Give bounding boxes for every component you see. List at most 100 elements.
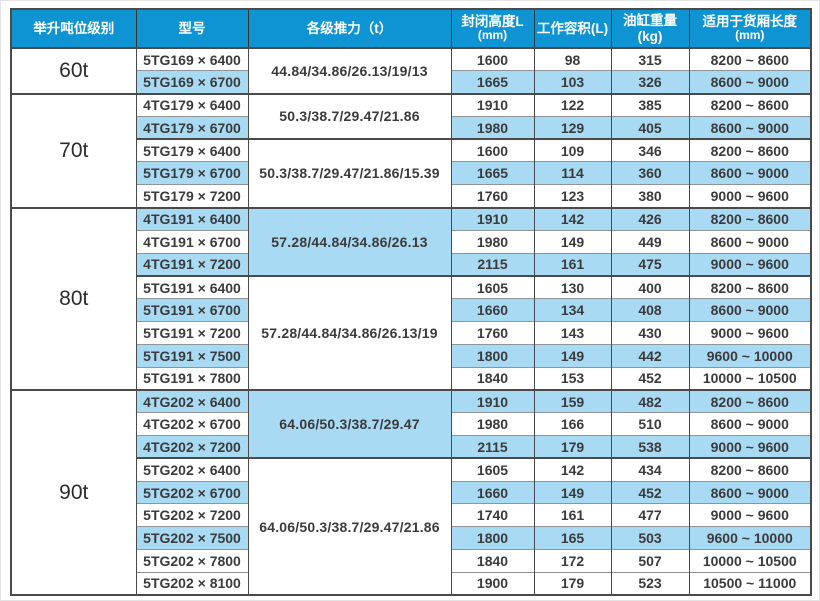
weight-cell: 346 [610,138,690,162]
table-row: 5TG191 × 7200 1760 143 430 9000 ~ 9600 [11,321,812,345]
header-sublabel: (mm) [477,28,508,43]
closed-height-cell: 2115 [450,252,535,276]
model-cell: 4TG202 × 6400 [135,388,249,413]
model-cell: 5TG191 × 7200 [135,321,249,345]
model-cell: 5TG202 × 8100 [135,571,249,596]
table-row: 5TG191 × 6400 57.28/44.84/34.86/26.13/19 1… [11,274,812,390]
model-cell: 4TG202 × 7200 [135,435,249,459]
thrust-cell: 50.3/38.7/29.47/21.86/15.39 [247,138,452,208]
table-row: 5TG191 × 6700 1660 134 408 8600 ~ 9000 [11,298,812,322]
closed-height-cell: 1605 [450,457,535,482]
working-volume-cell: 142 [533,206,612,231]
header-row: 举升吨位级别 型号 各级推力（t） 封闭高度L (mm) 工作容积(L) 油缸重量… [10,9,812,49]
header-cylinder-weight: 油缸重量(kg) [610,9,690,49]
closed-height-cell: 1980 [450,229,535,254]
header-working-volume: 工作容积(L) [533,9,612,49]
weight-cell: 442 [610,343,690,368]
weight-cell: 385 [610,92,690,117]
thrust-cell: 44.84/34.86/26.13/19/13 [247,47,452,94]
model-cell: 5TG202 × 6400 [135,457,249,482]
table-row: 5TG202 × 7200 1740 161 477 9000 ~ 9600 [11,503,812,527]
header-label: 油缸重量(kg) [623,12,677,44]
box-length-cell: 8200 ~ 8600 [688,138,812,162]
working-volume-cell: 149 [533,229,612,254]
weight-cell: 360 [610,161,690,185]
box-length-cell: 8200 ~ 8600 [688,92,812,117]
table-row: 4TG202 × 7200 2115 179 538 9000 ~ 9600 [11,435,812,459]
working-volume-cell: 153 [533,366,612,390]
working-volume-cell: 129 [533,115,612,140]
closed-height-cell: 1910 [450,92,535,117]
weight-cell: 477 [610,503,690,527]
closed-height-cell: 1665 [450,161,535,185]
tonnage-cell: 80t [10,206,137,390]
model-cell: 4TG191 × 6400 [135,206,249,231]
weight-cell: 400 [610,274,690,299]
spec-table-body: 60t 5TG169 × 6400 44.84/34.86/26.13/19/13 1… [10,47,812,596]
closed-height-cell: 1910 [450,388,535,413]
closed-height-cell: 1600 [450,47,535,71]
table-row: 90t 4TG202 × 6400 64.06/50.3/38.7/29.47 191… [10,388,812,596]
box-length-cell: 9000 ~ 9600 [688,184,812,208]
weight-cell: 507 [610,549,690,573]
box-length-cell: 8600 ~ 9000 [688,298,812,322]
closed-height-cell: 1665 [450,70,535,94]
header-label: 型号 [178,20,206,36]
weight-cell: 380 [610,184,690,208]
model-cell: 5TG191 × 7500 [135,343,249,368]
closed-height-cell: 1980 [450,412,535,436]
weight-cell: 452 [610,480,690,504]
model-cell: 5TG179 × 6400 [135,138,249,162]
table-row: 70t 4TG179 × 6400 50.3/38.7/29.47/21.86 191… [10,92,812,208]
table-row: 60t 5TG169 × 6400 44.84/34.86/26.13/19/13 1… [10,47,812,94]
closed-height-cell: 1900 [450,571,535,596]
weight-cell: 475 [610,252,690,276]
thrust-cell: 50.3/38.7/29.47/21.86 [247,92,452,140]
thrust-cell: 64.06/50.3/38.7/29.47 [247,388,452,459]
box-length-cell: 10000 ~ 10500 [688,366,812,390]
working-volume-cell: 166 [533,412,612,436]
model-cell: 5TG179 × 7200 [135,184,249,208]
weight-cell: 326 [610,70,690,94]
box-length-cell: 10500 ~ 11000 [688,571,812,596]
table-row: 5TG202 × 7800 1840 172 507 10000 ~ 10500 [11,549,812,573]
box-length-cell: 10000 ~ 10500 [688,549,812,573]
table-row: 4TG202 × 6700 1980 166 510 8600 ~ 9000 [11,412,812,436]
header-label: 工作容积(L) [536,20,609,36]
table-row: 5TG179 × 7200 1760 123 380 9000 ~ 9600 [11,184,812,208]
model-cell: 4TG191 × 6700 [135,229,249,254]
closed-height-cell: 1660 [450,298,535,322]
weight-cell: 523 [610,571,690,596]
working-volume-cell: 134 [533,298,612,322]
model-cell: 5TG191 × 6700 [135,298,249,322]
table-row: 5TG202 × 7500 1800 165 503 9600 ~ 10000 [11,526,812,550]
working-volume-cell: 179 [533,571,612,596]
tonnage-cell: 60t [10,47,137,94]
closed-height-cell: 1840 [450,549,535,573]
closed-height-cell: 1760 [450,321,535,345]
box-length-cell: 9600 ~ 10000 [688,343,812,368]
spec-table-header: 举升吨位级别 型号 各级推力（t） 封闭高度L (mm) 工作容积(L) 油缸重量… [10,9,812,49]
closed-height-cell: 2115 [450,435,535,459]
box-length-cell: 8600 ~ 9000 [688,229,812,254]
header-box-length: 适用于货厢长度 (mm) [688,9,812,49]
working-volume-cell: 114 [533,161,612,185]
table-row: 4TG191 × 6700 1980 149 449 8600 ~ 9000 [11,229,812,254]
weight-cell: 426 [610,206,690,231]
working-volume-cell: 103 [533,70,612,94]
model-cell: 5TG179 × 6700 [135,161,249,185]
model-cell: 5TG191 × 6400 [135,274,249,299]
box-length-cell: 8600 ~ 9000 [688,70,812,94]
working-volume-cell: 98 [533,47,612,71]
closed-height-cell: 1980 [450,115,535,140]
model-cell: 5TG191 × 7800 [135,366,249,390]
model-cell: 5TG202 × 7800 [135,549,249,573]
tonnage-cell: 70t [10,92,137,208]
model-cell: 5TG169 × 6700 [135,70,249,94]
header-label: 各级推力（t） [306,20,393,36]
header-tonnage-class: 举升吨位级别 [10,9,137,49]
table-row: 4TG191 × 7200 2115 161 475 9000 ~ 9600 [11,252,812,276]
spec-table: 举升吨位级别 型号 各级推力（t） 封闭高度L (mm) 工作容积(L) 油缸重量… [10,8,812,597]
weight-cell: 510 [610,412,690,436]
box-length-cell: 9000 ~ 9600 [688,503,812,527]
